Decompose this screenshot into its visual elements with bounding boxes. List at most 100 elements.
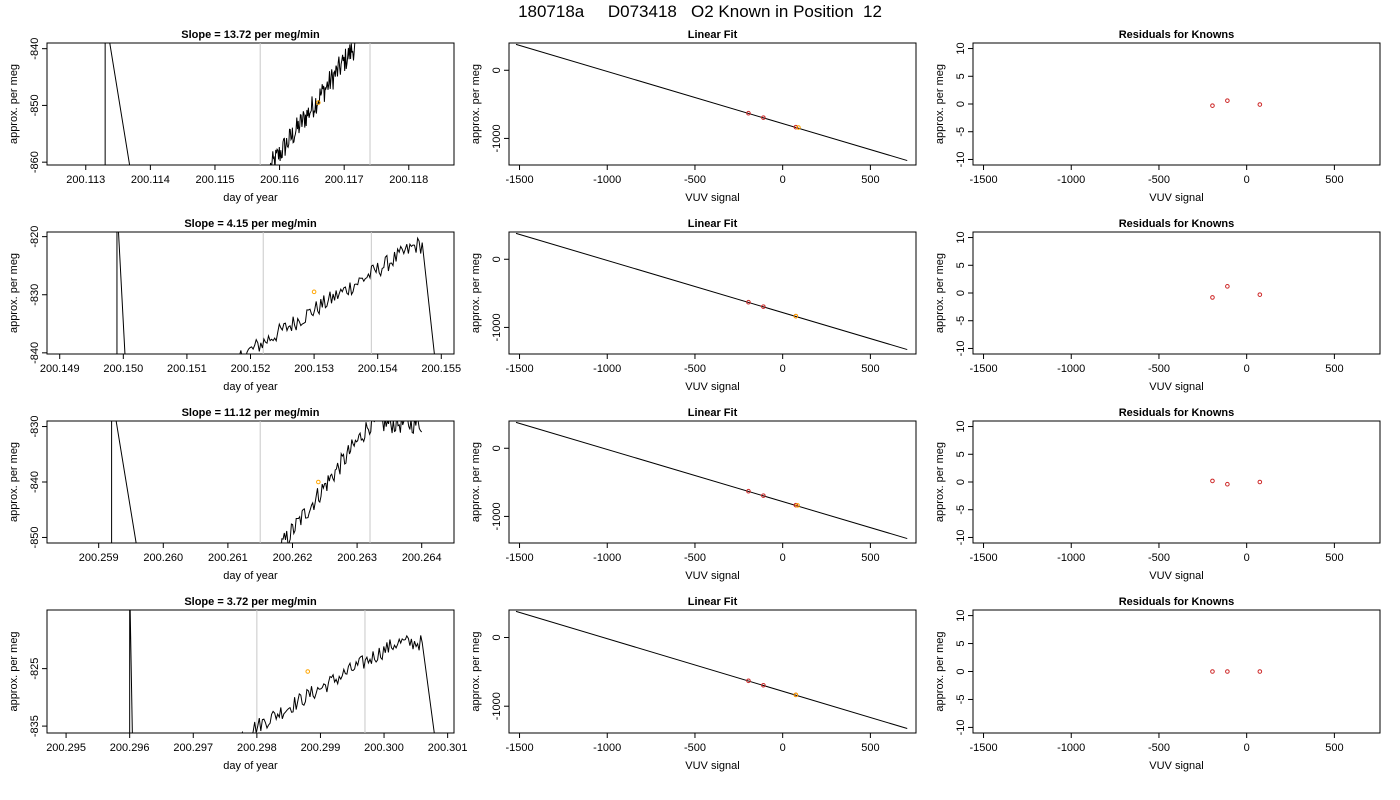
resid-panel-2: Residuals for Knowns -1500 -1000 -500 0 500 -1… (934, 218, 1381, 393)
slope-panel-4-xtick-label: 200.296 (110, 742, 150, 754)
fit-panel-2-sample-point (793, 313, 799, 319)
resid-panel-2-ytick-label: 10 (955, 231, 967, 243)
slope-panel-4-xtick-label: 200.299 (301, 742, 341, 754)
fit-panel-1-plot-frame (508, 42, 917, 166)
resid-panel-3-residual-point (1225, 481, 1230, 487)
fit-panel-1-xtick-label: -1000 (593, 174, 621, 186)
slope-panel-3-ytick-label: -850 (29, 526, 41, 548)
fit-panel-2-xtick-label: 500 (861, 363, 879, 375)
fit-panel-3-fit-line (515, 421, 908, 540)
fit-panel-1-xtick-label: 500 (861, 174, 879, 186)
slope-panel-1-data-trace (269, 43, 356, 165)
resid-panel-4-plot-frame (972, 609, 1381, 734)
fit-panel-1-known-point (793, 124, 799, 130)
fit-panel-3-xtick-label: -500 (684, 552, 706, 564)
slope-panel-1-ytick-label: -850 (29, 94, 41, 116)
fit-panel-1: Linear Fit -1500 -1000 -500 0 500 -1000 0 VUV si… (470, 29, 917, 204)
slope-panel-4-ylabel: approx. per meg (8, 631, 20, 711)
slope-panel-3-ytick-label: -840 (29, 471, 41, 493)
slope-panel-1-ytick-label: -840 (29, 38, 41, 60)
slope-panel-3: Slope = 11.12 per meg/min 200.259 200.260 2… (8, 407, 455, 582)
resid-panel-4: Residuals for Knowns -1500 -1000 -500 0 500 -1… (934, 596, 1381, 772)
fit-panel-3-title: Linear Fit (688, 407, 738, 419)
resid-panel-1-ytick-label: 5 (955, 73, 967, 79)
resid-panel-2-title: Residuals for Knowns (1119, 218, 1235, 230)
slope-panel-1-spike-trace (104, 43, 131, 165)
fit-panel-1-ytick-label: -1000 (491, 124, 503, 152)
slope-panel-1-xtick-label: 200.117 (325, 174, 364, 186)
resid-panel-3-ytick-label: 10 (955, 420, 967, 432)
fit-panel-1-sample-point (796, 125, 801, 130)
slope-panel-2-xtick-label: 200.153 (294, 363, 334, 375)
resid-panel-2-residual-point (1225, 284, 1230, 289)
resid-panel-3-title: Residuals for Knowns (1119, 407, 1235, 419)
slope-panel-2-xtick-label: 200.151 (167, 363, 207, 375)
resid-panel-2-ytick-label: 5 (955, 262, 967, 268)
fit-panel-2-xlabel: VUV signal (685, 381, 739, 393)
slope-panel-2: Slope = 4.15 per meg/min 200.149 200.150 20… (8, 218, 461, 393)
resid-panel-3-residual-point (1257, 479, 1263, 485)
slope-panel-2-xlabel: day of year (223, 381, 278, 393)
resid-panel-3-ytick-label: -10 (955, 530, 967, 546)
slope-panel-4-ytick-label: -835 (29, 715, 41, 737)
slope-panel-4-xlabel: day of year (223, 760, 278, 772)
slope-panel-3-title: Slope = 11.12 per meg/min (182, 407, 320, 419)
slope-panel-1-xtick-label: 200.114 (131, 174, 170, 186)
fit-panel-4-ytick-label: -1000 (491, 692, 503, 720)
slope-panel-4-xtick-label: 200.301 (428, 742, 468, 754)
fit-panel-4-xtick-label: 500 (861, 742, 879, 754)
slope-panel-1-title: Slope = 13.72 per meg/min (181, 29, 320, 41)
slope-panel-2-xtick-label: 200.149 (40, 363, 80, 375)
resid-panel-3-ytick-label: -5 (955, 505, 967, 515)
resid-panel-1-xtick-label: -1000 (1057, 174, 1085, 186)
resid-panel-1-title: Residuals for Knowns (1119, 29, 1235, 41)
resid-panel-4-xtick-label: -1000 (1057, 742, 1085, 754)
slope-panel-2-xtick-label: 200.154 (358, 363, 398, 375)
fit-panel-1-title: Linear Fit (688, 29, 738, 41)
slope-panel-3-plot-area (111, 421, 423, 543)
resid-panel-3-plot-frame (972, 420, 1381, 544)
slope-panel-3-ytick-label: -830 (29, 416, 41, 438)
resid-panel-3-xtick-label: -500 (1148, 552, 1170, 564)
resid-panel-1-ytick-label: 0 (955, 101, 967, 107)
fit-panel-2-plot-area (515, 232, 908, 351)
resid-panel-4-residual-point (1257, 669, 1263, 674)
resid-panel-2-xlabel: VUV signal (1149, 381, 1203, 393)
fit-panel-4-ytick-label: 0 (491, 634, 503, 640)
fit-panel-1-known-point (761, 115, 766, 120)
resid-panel-3-xtick-label: -1000 (1057, 552, 1085, 564)
resid-panel-3-xtick-label: 500 (1325, 552, 1343, 564)
slope-panel-3-plot-frame (46, 420, 455, 544)
fit-panel-2-ytick-label: -1000 (491, 313, 503, 341)
slope-panel-1-plot-frame (46, 42, 455, 166)
fit-panel-4-title: Linear Fit (688, 596, 738, 608)
slope-panel-2-ytick-label: -820 (29, 226, 41, 248)
fit-panel-2-fit-line (515, 232, 908, 351)
slope-panel-4-xtick-label: 200.298 (237, 742, 277, 754)
resid-panel-1-xtick-label: 0 (1244, 174, 1250, 186)
slope-panel-4-xtick-label: 200.295 (46, 742, 86, 754)
resid-panel-1-xtick-label: -1500 (969, 174, 997, 186)
fit-panel-2-xtick-label: 0 (780, 363, 786, 375)
resid-panel-2-residual-point (1210, 295, 1215, 300)
resid-panel-2-ytick-label: -10 (955, 341, 967, 357)
fit-panel-2-known-point (746, 299, 751, 305)
resid-panel-2-xtick-label: 0 (1244, 363, 1250, 375)
resid-panel-4-plot-area (1210, 669, 1263, 674)
fit-panel-1-known-point (746, 110, 751, 116)
fit-panel-3-sample-point (795, 503, 800, 508)
fit-panel-4-plot-area (515, 610, 908, 730)
fit-panel-3-known-point (746, 488, 751, 494)
fit-panel-4: Linear Fit -1500 -1000 -500 0 500 -1000 0 VUV si… (470, 596, 917, 772)
resid-panel-2-ytick-label: 0 (955, 290, 967, 296)
fit-panel-3-plot-frame (508, 420, 917, 544)
resid-panel-4-xtick-label: -500 (1148, 742, 1170, 754)
slope-panel-4-ytick-label: -825 (29, 658, 41, 680)
slope-panel-1-xtick-label: 200.118 (389, 174, 428, 186)
resid-panel-1-ylabel: approx. per meg (934, 64, 946, 144)
slope-panel-2-title: Slope = 4.15 per meg/min (184, 218, 317, 230)
slope-panel-1-xtick-label: 200.113 (66, 174, 105, 186)
fit-panel-2-title: Linear Fit (688, 218, 738, 230)
fit-panel-1-fit-line (515, 43, 908, 162)
